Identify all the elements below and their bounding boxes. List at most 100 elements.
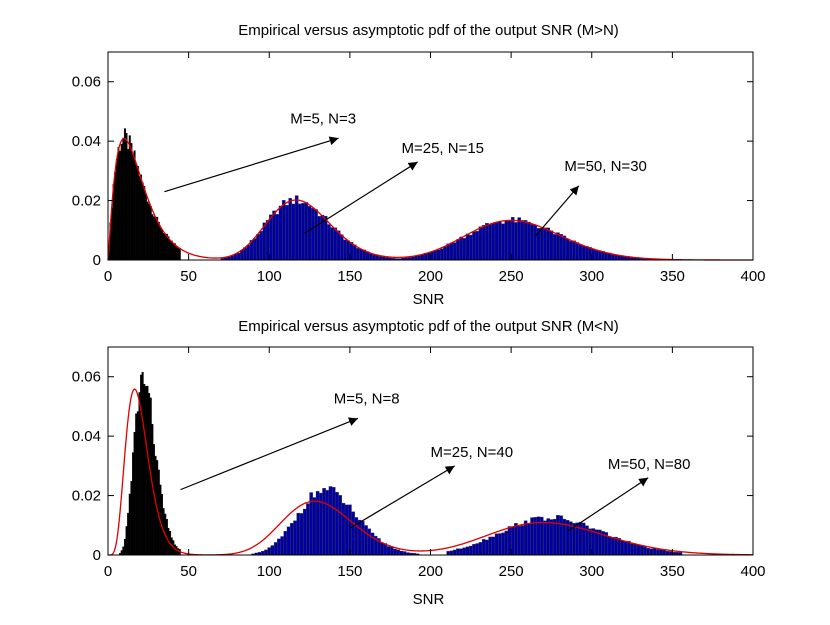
histogram-bar: [364, 525, 368, 556]
histogram-bar: [443, 246, 447, 261]
x-tick-label: 0: [104, 268, 112, 285]
y-tick-label: 0.06: [72, 369, 101, 386]
histogram-bar: [623, 541, 628, 556]
chart-panel-bottom: Empirical versus asymptotic pdf of the o…: [72, 318, 766, 608]
x-tick-label: 350: [660, 268, 685, 285]
histogram-bar: [133, 150, 136, 261]
histogram-bar: [494, 222, 499, 261]
histogram-bar: [636, 544, 641, 556]
histogram-bar: [148, 393, 151, 556]
histogram-bar: [433, 250, 438, 261]
histogram-bar: [277, 538, 281, 556]
histogram-bar: [607, 536, 612, 556]
annotation-label: M=50, N=80: [608, 456, 691, 473]
histogram-bar: [527, 221, 531, 261]
histogram-bar: [167, 236, 170, 261]
histogram-bar: [322, 488, 326, 556]
histogram-bar: [122, 137, 125, 261]
histogram-bar: [338, 495, 342, 556]
histogram-bar: [312, 497, 317, 556]
histogram-bar: [307, 206, 312, 261]
histogram-bar: [170, 240, 173, 261]
y-tick-label: 0: [93, 252, 101, 269]
histogram-bar: [341, 502, 346, 556]
histogram-bar: [446, 243, 451, 261]
histogram-bar: [352, 244, 357, 261]
histogram-bar: [410, 256, 415, 261]
histogram-bar: [272, 210, 276, 261]
histogram-bar: [146, 201, 149, 261]
histogram-bar: [141, 371, 144, 556]
histogram-bar: [380, 542, 384, 556]
histogram-bar: [581, 246, 586, 261]
annotation: M=25, N=40: [349, 444, 513, 529]
histogram-bar: [311, 208, 315, 261]
x-tick-label: 200: [418, 268, 443, 285]
histogram-bar: [162, 233, 165, 261]
histogram-bar: [132, 154, 134, 261]
histogram-bar: [659, 549, 663, 556]
histogram-bar: [325, 490, 330, 556]
histogram-bar: [643, 546, 647, 556]
histogram-bar: [356, 248, 360, 261]
histogram-bar: [130, 481, 133, 556]
histogram-bar: [135, 413, 138, 556]
histogram-bar: [280, 536, 284, 556]
y-tick-label: 0.02: [72, 488, 101, 505]
x-ticks-top: 0 50 100 150 200 250 300 350 400: [104, 268, 766, 285]
histogram-bar: [141, 182, 144, 261]
histogram-bar: [293, 520, 297, 556]
histogram-bar: [504, 530, 509, 556]
histogram-bar: [485, 223, 489, 261]
histogram-bar: [178, 247, 181, 261]
annotation-arrow: [567, 477, 649, 532]
x-tick-label: 300: [579, 563, 604, 580]
histogram-bar: [375, 255, 380, 261]
histogram-bar: [523, 520, 528, 556]
histogram-bar: [285, 205, 289, 261]
histogram-bar: [302, 508, 307, 556]
histogram-bar: [614, 536, 618, 556]
histogram-bar: [514, 523, 518, 556]
histogram-bar: [478, 226, 483, 261]
histogram-bar: [327, 224, 331, 261]
annotation: M=5, N=3: [164, 110, 356, 193]
x-axis-label-bottom: SNR: [413, 591, 445, 608]
annotation: M=25, N=15: [304, 140, 484, 234]
x-tick-label: 400: [740, 563, 765, 580]
histogram-bar: [459, 548, 463, 556]
histogram-bar: [298, 203, 302, 261]
histogram-bar: [440, 248, 444, 261]
y-tick-label: 0.04: [72, 133, 101, 150]
histogram-bar: [469, 234, 473, 261]
histogram-bar: [359, 249, 363, 261]
histogram-bar: [665, 551, 670, 556]
histogram-bar: [475, 230, 480, 261]
histogram-bar: [520, 525, 525, 556]
histogram-bar: [143, 186, 146, 261]
histogram-bar: [514, 222, 518, 261]
histogram-bar: [449, 242, 454, 261]
histogram-bar: [562, 235, 567, 261]
x-tick-label: 200: [418, 563, 443, 580]
histogram-bar: [543, 227, 547, 261]
histogram-bar: [114, 171, 117, 261]
histogram-bar: [119, 150, 122, 261]
annotation-arrow: [164, 136, 339, 193]
histogram-bar: [501, 223, 505, 261]
histogram-bar: [633, 543, 638, 556]
annotation-arrow: [534, 185, 580, 237]
histogram-bar: [367, 528, 372, 556]
annotation-label: M=50, N=30: [564, 158, 647, 175]
histogram-bar: [256, 234, 260, 261]
histogram-bar: [151, 214, 154, 261]
histogram-bar: [568, 240, 573, 261]
histogram-bar: [472, 544, 476, 556]
histogram-bar: [465, 233, 470, 261]
histogram-bar: [378, 256, 383, 261]
annotations-bottom: M=5, N=8 M=25, N=40 M=50, N=80: [180, 390, 691, 532]
histogram-bar: [414, 255, 418, 261]
histogram-bar: [161, 229, 163, 261]
histogram-bar: [462, 238, 467, 261]
